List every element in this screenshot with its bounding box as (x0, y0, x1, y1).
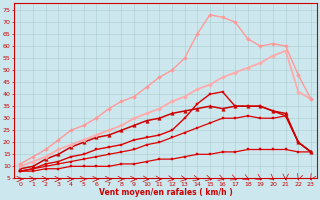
X-axis label: Vent moyen/en rafales ( km/h ): Vent moyen/en rafales ( km/h ) (99, 188, 233, 197)
